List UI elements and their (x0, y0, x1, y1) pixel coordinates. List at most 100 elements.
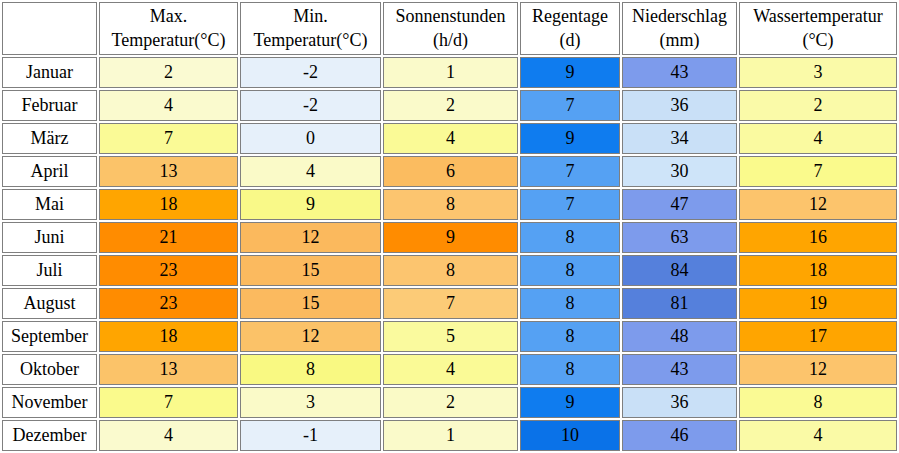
table-cell: 2 (99, 57, 238, 88)
table-row: Dezember4-1110464 (2, 420, 897, 451)
table-cell: 4 (240, 156, 381, 187)
table-cell: 18 (99, 189, 238, 220)
table-cell: 9 (383, 222, 518, 253)
table-cell: 23 (99, 288, 238, 319)
table-cell: 7 (520, 156, 620, 187)
table-cell: -2 (240, 57, 381, 88)
table-cell: 18 (739, 255, 897, 286)
table-cell: 48 (622, 321, 737, 352)
table-cell: 8 (383, 189, 518, 220)
row-header-month: Februar (2, 90, 97, 121)
table-cell: 17 (739, 321, 897, 352)
table-cell: 5 (383, 321, 518, 352)
table-cell: 2 (739, 90, 897, 121)
table-cell: 1 (383, 57, 518, 88)
table-cell: 8 (520, 288, 620, 319)
table-cell: 12 (739, 354, 897, 385)
row-header-month: Dezember (2, 420, 97, 451)
table-cell: 16 (739, 222, 897, 253)
table-cell: 4 (383, 354, 518, 385)
table-cell: 36 (622, 387, 737, 418)
table-cell: 43 (622, 57, 737, 88)
table-cell: 43 (622, 354, 737, 385)
table-cell: 7 (99, 387, 238, 418)
table-cell: 23 (99, 255, 238, 286)
table-cell: 9 (520, 57, 620, 88)
row-header-month: September (2, 321, 97, 352)
table-row: September1812584817 (2, 321, 897, 352)
table-row: Januar2-219433 (2, 57, 897, 88)
table-cell: 8 (520, 321, 620, 352)
table-cell: 15 (240, 288, 381, 319)
column-header: Niederschlag (mm) (622, 2, 737, 55)
table-row: April13467307 (2, 156, 897, 187)
column-header: Max. Temperatur(°C) (99, 2, 238, 55)
table-cell: 13 (99, 354, 238, 385)
table-cell: 8 (240, 354, 381, 385)
column-header: Sonnenstunden (h/d) (383, 2, 518, 55)
table-cell: 30 (622, 156, 737, 187)
table-cell: 19 (739, 288, 897, 319)
table-row: Juli2315888418 (2, 255, 897, 286)
row-header-month: Juli (2, 255, 97, 286)
table-cell: 84 (622, 255, 737, 286)
table-cell: 13 (99, 156, 238, 187)
table-cell: 2 (383, 90, 518, 121)
table-row: Oktober138484312 (2, 354, 897, 385)
row-header-month: August (2, 288, 97, 319)
table-row: November7329368 (2, 387, 897, 418)
table-cell: 34 (622, 123, 737, 154)
row-header-month: November (2, 387, 97, 418)
table-cell: 12 (739, 189, 897, 220)
table-cell: 0 (240, 123, 381, 154)
table-cell: 12 (240, 222, 381, 253)
table-body: Januar2-219433Februar4-227362März7049344… (2, 57, 897, 451)
table-row: Mai189874712 (2, 189, 897, 220)
table-cell: -1 (240, 420, 381, 451)
row-header-month: Januar (2, 57, 97, 88)
table-cell: 18 (99, 321, 238, 352)
table-cell: 4 (739, 123, 897, 154)
table-cell: 9 (240, 189, 381, 220)
table-cell: 7 (520, 189, 620, 220)
corner-cell (2, 2, 97, 55)
table-cell: 7 (739, 156, 897, 187)
table-cell: 8 (520, 222, 620, 253)
table-cell: 2 (383, 387, 518, 418)
table-cell: 9 (520, 387, 620, 418)
table-cell: 47 (622, 189, 737, 220)
table-cell: 8 (739, 387, 897, 418)
column-header: Regentage (d) (520, 2, 620, 55)
row-header-month: April (2, 156, 97, 187)
table-cell: 8 (383, 255, 518, 286)
climate-table-container: Max. Temperatur(°C)Min. Temperatur(°C)So… (0, 0, 899, 453)
table-cell: 4 (99, 90, 238, 121)
table-cell: 21 (99, 222, 238, 253)
table-cell: -2 (240, 90, 381, 121)
table-row: August2315788119 (2, 288, 897, 319)
column-header: Min. Temperatur(°C) (240, 2, 381, 55)
column-header: Wassertemperatur (°C) (739, 2, 897, 55)
table-cell: 4 (99, 420, 238, 451)
table-cell: 6 (383, 156, 518, 187)
table-cell: 8 (520, 255, 620, 286)
table-row: Juni2112986316 (2, 222, 897, 253)
table-row: Februar4-227362 (2, 90, 897, 121)
header-row: Max. Temperatur(°C)Min. Temperatur(°C)So… (2, 2, 897, 55)
row-header-month: Juni (2, 222, 97, 253)
table-cell: 36 (622, 90, 737, 121)
climate-table: Max. Temperatur(°C)Min. Temperatur(°C)So… (0, 0, 899, 453)
row-header-month: Mai (2, 189, 97, 220)
table-cell: 3 (240, 387, 381, 418)
table-cell: 4 (383, 123, 518, 154)
table-cell: 7 (383, 288, 518, 319)
table-cell: 46 (622, 420, 737, 451)
table-cell: 12 (240, 321, 381, 352)
table-cell: 3 (739, 57, 897, 88)
table-cell: 15 (240, 255, 381, 286)
table-cell: 63 (622, 222, 737, 253)
table-cell: 7 (520, 90, 620, 121)
table-cell: 10 (520, 420, 620, 451)
row-header-month: März (2, 123, 97, 154)
table-cell: 7 (99, 123, 238, 154)
